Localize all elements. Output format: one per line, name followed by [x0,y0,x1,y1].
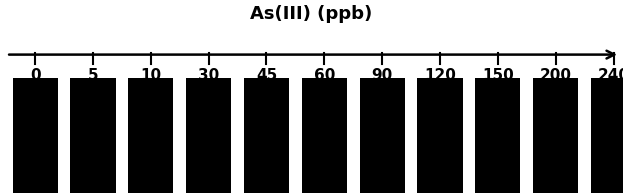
FancyBboxPatch shape [533,78,578,193]
FancyBboxPatch shape [12,78,58,193]
Text: 0: 0 [30,68,40,83]
Text: As(III) (ppb): As(III) (ppb) [250,5,373,23]
Text: 150: 150 [482,68,514,83]
Text: 120: 120 [424,68,456,83]
FancyBboxPatch shape [417,78,462,193]
FancyBboxPatch shape [359,78,405,193]
Text: 30: 30 [198,68,219,83]
Text: 5: 5 [88,68,98,83]
FancyBboxPatch shape [302,78,347,193]
Text: 90: 90 [371,68,392,83]
FancyBboxPatch shape [128,78,173,193]
FancyBboxPatch shape [70,78,115,193]
FancyBboxPatch shape [591,78,623,193]
Text: 60: 60 [313,68,335,83]
Text: 45: 45 [256,68,277,83]
FancyBboxPatch shape [244,78,289,193]
Text: 240: 240 [597,68,623,83]
Text: 200: 200 [540,68,572,83]
FancyBboxPatch shape [475,78,520,193]
FancyBboxPatch shape [186,78,231,193]
Text: 10: 10 [140,68,161,83]
